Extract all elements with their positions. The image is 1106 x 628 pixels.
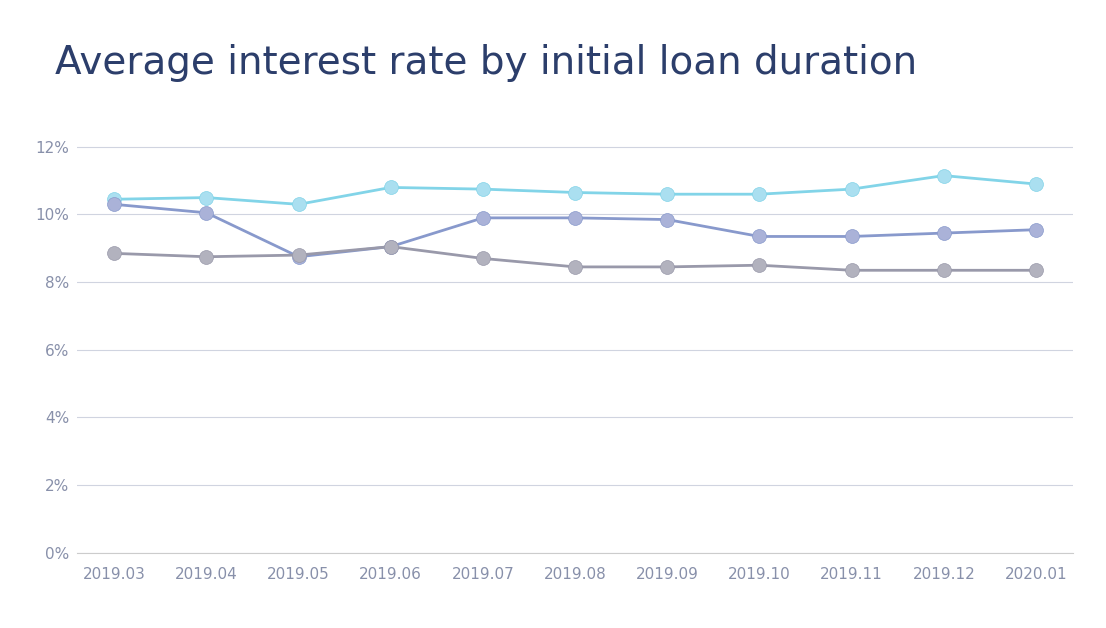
1–3 mos.: [384, 183, 397, 191]
12+ mos.: [384, 243, 397, 251]
4–11 mos.: [660, 216, 674, 224]
12+ mos.: [477, 255, 490, 263]
1–3 mos.: [937, 172, 950, 180]
12+ mos.: [660, 263, 674, 271]
Line: 1–3 mos.: 1–3 mos.: [107, 169, 1043, 211]
12+ mos.: [937, 266, 950, 274]
12+ mos.: [568, 263, 582, 271]
12+ mos.: [200, 253, 213, 261]
4–11 mos.: [845, 233, 858, 241]
4–11 mos.: [384, 243, 397, 251]
4–11 mos.: [753, 233, 766, 241]
12+ mos.: [1030, 266, 1043, 274]
1–3 mos.: [753, 190, 766, 198]
4–11 mos.: [107, 200, 121, 208]
Line: 4–11 mos.: 4–11 mos.: [107, 197, 1043, 264]
Line: 12+ mos.: 12+ mos.: [107, 240, 1043, 277]
4–11 mos.: [568, 214, 582, 222]
1–3 mos.: [845, 185, 858, 193]
1–3 mos.: [477, 185, 490, 193]
4–11 mos.: [937, 229, 950, 237]
Text: Average interest rate by initial loan duration: Average interest rate by initial loan du…: [55, 44, 917, 82]
1–3 mos.: [568, 189, 582, 197]
1–3 mos.: [1030, 180, 1043, 188]
4–11 mos.: [1030, 226, 1043, 234]
12+ mos.: [292, 251, 305, 259]
1–3 mos.: [292, 200, 305, 208]
12+ mos.: [107, 249, 121, 257]
Legend: 1–3 mos., 4–11 mos., 12+ mos.: 1–3 mos., 4–11 mos., 12+ mos.: [357, 622, 793, 628]
12+ mos.: [845, 266, 858, 274]
1–3 mos.: [200, 194, 213, 202]
1–3 mos.: [660, 190, 674, 198]
1–3 mos.: [107, 195, 121, 203]
4–11 mos.: [200, 209, 213, 217]
4–11 mos.: [292, 253, 305, 261]
4–11 mos.: [477, 214, 490, 222]
12+ mos.: [753, 261, 766, 269]
